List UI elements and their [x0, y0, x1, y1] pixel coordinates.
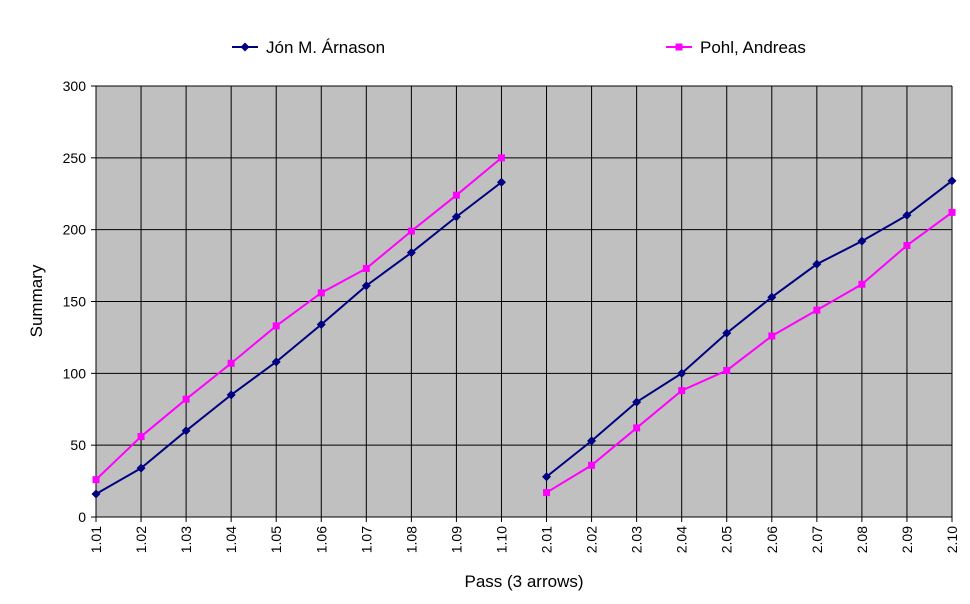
- x-tick-label: 1.04: [223, 526, 239, 553]
- legend-label-series-1: Jón M. Árnason: [266, 38, 385, 57]
- series-2-point: [272, 322, 280, 330]
- series-1: [91, 176, 957, 499]
- x-tick-label: 2.09: [899, 526, 915, 553]
- x-tick-label: 1.07: [358, 526, 374, 553]
- x-tick-label: 2.08: [854, 526, 870, 553]
- x-tick-label: 1.09: [448, 526, 464, 553]
- series-1-point: [226, 390, 236, 400]
- series-layer: [91, 154, 957, 499]
- y-tick-label: 250: [63, 150, 87, 166]
- series-2-point: [227, 359, 235, 367]
- series-1-point: [91, 489, 101, 499]
- series-1-point: [587, 436, 597, 446]
- y-tick-label: 100: [63, 365, 87, 381]
- series-1-point: [902, 210, 912, 220]
- y-tick-label: 300: [63, 78, 87, 94]
- series-2-point: [903, 241, 911, 249]
- series-2-point: [362, 264, 370, 272]
- series-2-point: [723, 366, 731, 374]
- x-axis-title: Pass (3 arrows): [464, 572, 583, 591]
- y-tick-label: 150: [63, 294, 87, 310]
- series-1-point: [496, 177, 506, 187]
- x-tick-label: 1.02: [133, 526, 149, 553]
- series-1-point: [722, 328, 732, 338]
- series-2-point: [633, 424, 641, 432]
- series-1-point: [361, 281, 371, 291]
- series-1-point: [406, 248, 416, 258]
- legend-marker-series-1: [240, 42, 250, 52]
- series-1-line: [95, 181, 503, 495]
- x-tick-label: 2.06: [764, 526, 780, 553]
- x-tick-label: 2.07: [809, 526, 825, 553]
- series-2-point: [452, 191, 460, 199]
- series-1-point: [181, 426, 191, 436]
- legend-label-series-2: Pohl, Andreas: [700, 38, 806, 57]
- series-1-point: [451, 212, 461, 222]
- y-axis-title: Summary: [27, 264, 46, 337]
- x-tick-label: 1.10: [493, 526, 509, 553]
- series-1-point: [812, 259, 822, 269]
- series-2: [92, 154, 956, 497]
- series-2-point: [543, 489, 551, 497]
- y-tick-label: 0: [78, 509, 86, 525]
- x-tick-label: 1.08: [403, 526, 419, 553]
- series-2-point: [678, 387, 686, 395]
- series-2-point: [588, 461, 596, 469]
- x-tick-label: 2.10: [944, 526, 960, 553]
- x-tick-label: 1.06: [313, 526, 329, 553]
- series-2-point: [858, 280, 866, 288]
- series-2-point: [948, 208, 956, 216]
- series-1-point: [677, 368, 687, 378]
- series-1-line: [545, 180, 953, 478]
- series-2-point: [768, 332, 776, 340]
- y-tick-label: 50: [70, 437, 86, 453]
- gridlines: [96, 85, 953, 517]
- y-axis-ticks: 0 50 100 150 200 250 300: [63, 78, 96, 525]
- series-1-point: [857, 236, 867, 246]
- y-tick-label: 200: [63, 222, 87, 238]
- series-1-point: [271, 357, 281, 367]
- series-1-point: [136, 463, 146, 473]
- series-2-point: [813, 306, 821, 314]
- series-2-point: [317, 289, 325, 297]
- series-2-point: [137, 433, 145, 441]
- series-1-point: [316, 319, 326, 329]
- series-2-line: [95, 157, 503, 481]
- x-tick-label: 2.02: [584, 526, 600, 553]
- series-1-point: [767, 292, 777, 302]
- x-axis-ticks: 1.01 1.02 1.03 1.04 1.05 1.06 1.07 1.08 1.09 1.10…: [88, 517, 960, 553]
- series-2-point: [92, 476, 100, 484]
- legend: Jón M. Árnason Pohl, Andreas: [232, 38, 806, 57]
- x-tick-label: 2.01: [539, 526, 555, 553]
- series-1-point: [632, 397, 642, 407]
- x-tick-label: 2.04: [674, 526, 690, 553]
- series-2-point: [497, 154, 505, 162]
- x-tick-label: 1.03: [178, 526, 194, 553]
- x-tick-label: 2.03: [629, 526, 645, 553]
- series-1-point: [947, 176, 957, 186]
- series-2-point: [182, 395, 190, 403]
- series-1-point: [542, 472, 552, 482]
- x-tick-label: 2.05: [719, 526, 735, 553]
- legend-marker-series-2: [675, 43, 683, 51]
- x-tick-label: 1.05: [268, 526, 284, 553]
- series-2-line: [546, 211, 953, 494]
- series-2-point: [407, 227, 415, 235]
- x-tick-label: 1.01: [88, 526, 104, 553]
